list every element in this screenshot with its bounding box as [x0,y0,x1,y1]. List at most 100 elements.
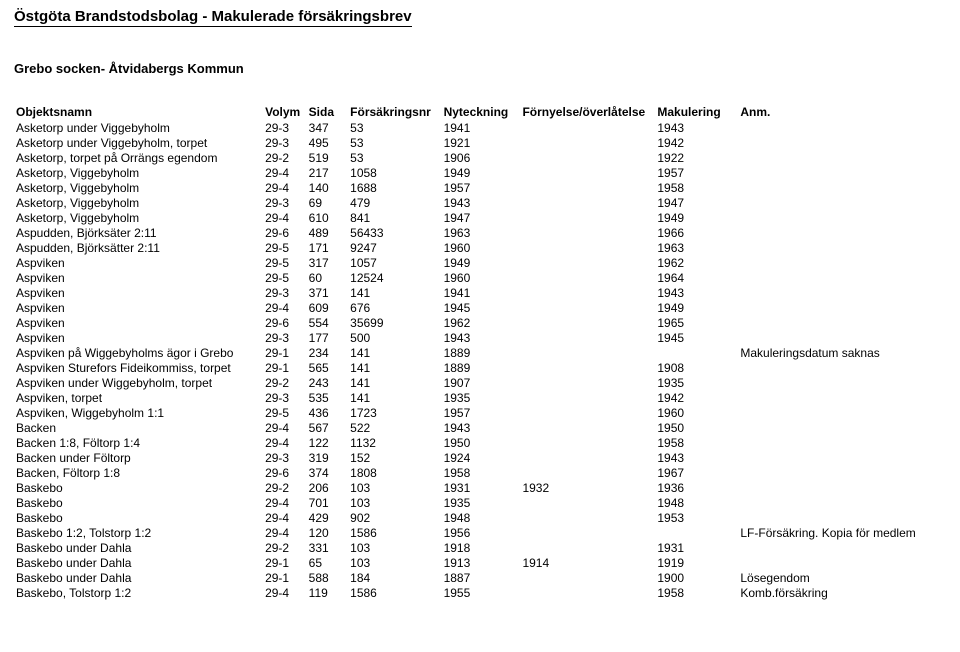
cell-fornyelse [520,135,655,150]
cell-forsnr: 56433 [348,225,441,240]
cell-fornyelse [520,465,655,480]
cell-makulering: 1962 [655,255,738,270]
cell-makulering: 1947 [655,195,738,210]
page-title-text: Östgöta Brandstodsbolag - Makulerade för… [14,8,412,27]
cell-nyteckning: 1931 [442,480,521,495]
cell-forsnr: 522 [348,420,441,435]
cell-forsnr: 1723 [348,405,441,420]
table-header-row: Objektsnamn Volym Sida Försäkringsnr Nyt… [14,104,946,120]
cell-name: Backen [14,420,263,435]
cell-name: Backen, Föltorp 1:8 [14,465,263,480]
table-row: Backen29-456752219431950 [14,420,946,435]
cell-makulering: 1900 [655,570,738,585]
header-fornyelse: Förnyelse/överlåtelse [520,104,655,120]
cell-fornyelse [520,450,655,465]
table-row: Backen under Föltorp29-331915219241943 [14,450,946,465]
cell-makulering: 1949 [655,300,738,315]
cell-nyteckning: 1889 [442,360,521,375]
cell-anm [738,360,946,375]
cell-fornyelse [520,120,655,135]
table-row: Aspviken, Wiggebyholm 1:129-543617231957… [14,405,946,420]
cell-name: Baskebo 1:2, Tolstorp 1:2 [14,525,263,540]
cell-forsnr: 1586 [348,585,441,600]
cell-anm [738,555,946,570]
cell-name: Aspviken [14,270,263,285]
cell-forsnr: 1057 [348,255,441,270]
cell-nyteckning: 1913 [442,555,521,570]
table-row: Aspviken29-337114119411943 [14,285,946,300]
cell-name: Aspviken [14,330,263,345]
cell-sida: 565 [307,360,349,375]
table-row: Asketorp under Viggebyholm29-33475319411… [14,120,946,135]
cell-forsnr: 479 [348,195,441,210]
cell-anm [738,270,946,285]
table-row: Asketorp, torpet på Orrängs egendom29-25… [14,150,946,165]
cell-forsnr: 103 [348,495,441,510]
table-row: Backen 1:8, Föltorp 1:429-41221132195019… [14,435,946,450]
cell-makulering: 1966 [655,225,738,240]
cell-forsnr: 1058 [348,165,441,180]
cell-fornyelse [520,525,655,540]
cell-forsnr: 12524 [348,270,441,285]
table-row: Baskebo under Dahla29-158818418871900Lös… [14,570,946,585]
cell-volym: 29-4 [263,180,307,195]
cell-forsnr: 103 [348,480,441,495]
cell-volym: 29-1 [263,555,307,570]
table-row: Asketorp, Viggebyholm29-36947919431947 [14,195,946,210]
cell-name: Baskebo, Tolstorp 1:2 [14,585,263,600]
cell-name: Baskebo under Dahla [14,540,263,555]
table-row: Asketorp, Viggebyholm29-4140168819571958 [14,180,946,195]
cell-forsnr: 141 [348,360,441,375]
cell-makulering: 1945 [655,330,738,345]
cell-makulering: 1958 [655,435,738,450]
cell-anm [738,285,946,300]
header-nyteckning: Nyteckning [442,104,521,120]
table-row: Aspudden, Björksätter 2:1129-51719247196… [14,240,946,255]
cell-fornyelse [520,270,655,285]
cell-fornyelse [520,420,655,435]
cell-sida: 701 [307,495,349,510]
cell-volym: 29-2 [263,480,307,495]
cell-nyteckning: 1957 [442,180,521,195]
table-row: Baskebo, Tolstorp 1:229-4119158619551958… [14,585,946,600]
cell-fornyelse [520,300,655,315]
cell-anm [738,300,946,315]
cell-makulering: 1967 [655,465,738,480]
cell-sida: 588 [307,570,349,585]
cell-sida: 119 [307,585,349,600]
cell-name: Baskebo [14,495,263,510]
cell-anm [738,210,946,225]
cell-makulering: 1935 [655,375,738,390]
cell-sida: 331 [307,540,349,555]
cell-makulering: 1942 [655,135,738,150]
cell-forsnr: 1586 [348,525,441,540]
cell-fornyelse [520,285,655,300]
cell-sida: 567 [307,420,349,435]
cell-anm [738,420,946,435]
cell-sida: 243 [307,375,349,390]
cell-name: Asketorp under Viggebyholm, torpet [14,135,263,150]
table-row: Baskebo29-2206103193119321936 [14,480,946,495]
cell-name: Aspviken [14,255,263,270]
cell-volym: 29-2 [263,540,307,555]
cell-volym: 29-5 [263,240,307,255]
cell-anm: LF-Försäkring. Kopia för medlem [738,525,946,540]
cell-fornyelse [520,195,655,210]
cell-sida: 65 [307,555,349,570]
cell-sida: 535 [307,390,349,405]
cell-fornyelse: 1932 [520,480,655,495]
cell-fornyelse [520,225,655,240]
cell-forsnr: 841 [348,210,441,225]
table-row: Aspviken under Wiggebyholm, torpet29-224… [14,375,946,390]
cell-fornyelse [520,360,655,375]
cell-forsnr: 1808 [348,465,441,480]
cell-nyteckning: 1943 [442,330,521,345]
cell-anm: Komb.försäkring [738,585,946,600]
table-row: Asketorp under Viggebyholm, torpet29-349… [14,135,946,150]
cell-anm [738,480,946,495]
cell-anm [738,315,946,330]
table-row: Aspviken Sturefors Fideikommiss, torpet2… [14,360,946,375]
table-row: Aspviken29-460967619451949 [14,300,946,315]
cell-forsnr: 53 [348,135,441,150]
cell-anm [738,390,946,405]
